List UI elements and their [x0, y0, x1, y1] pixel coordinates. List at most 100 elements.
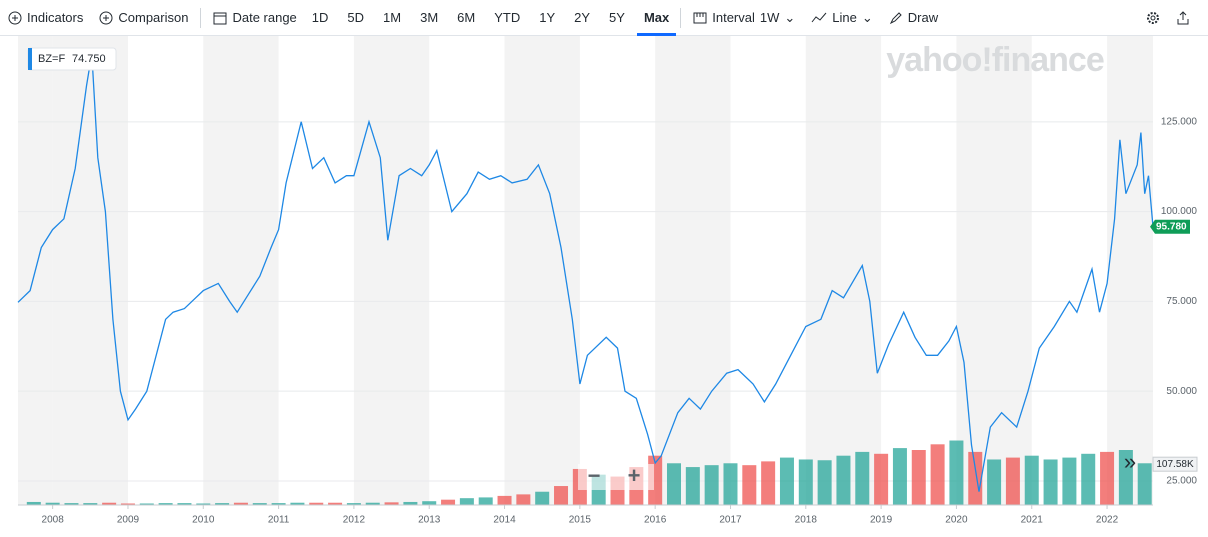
volume-bar [742, 465, 757, 505]
x-tick-label: 2015 [569, 515, 592, 526]
label: Indicators [27, 10, 84, 25]
volume-bar [949, 440, 964, 505]
year-band [504, 36, 580, 505]
x-tick-label: 2017 [719, 515, 742, 526]
label: Date range [232, 10, 297, 25]
date-range-button[interactable]: Date range [205, 0, 304, 36]
zoom-out[interactable]: − [588, 463, 601, 488]
volume-bar [817, 460, 832, 505]
zoom-in[interactable]: + [628, 463, 641, 488]
volume-bar [761, 461, 776, 505]
volume-bar [1005, 457, 1020, 505]
chart: 2008 2009 2010 2011 2012 2013 2014 2015 2016 2017… [17, 36, 1198, 526]
scroll-right[interactable]: » [1124, 449, 1136, 474]
volume-bar [403, 501, 418, 505]
x-tick-label: 2020 [945, 515, 968, 526]
volume-bar [535, 491, 550, 505]
x-tick-label: 2010 [192, 515, 215, 526]
label: Comparison [118, 10, 189, 25]
volume-bar [779, 457, 794, 505]
last-price-badge [1150, 219, 1190, 234]
volume-bar [233, 502, 248, 505]
legend-value: 74.750 [72, 53, 106, 65]
volume-bar [1043, 459, 1058, 505]
volume-bar [892, 448, 907, 505]
year-band [655, 36, 731, 505]
settings-button[interactable] [1138, 0, 1168, 36]
year-band [956, 36, 1032, 505]
range-group: 1D 5D 1M 3M 6M YTD 1Y 2Y 5Y Max [305, 0, 677, 36]
legend: BZ=F 74.750 [27, 47, 117, 71]
volume-bar [26, 501, 41, 505]
range-button[interactable]: 2Y [574, 10, 591, 25]
volume-bar [309, 502, 324, 505]
volume-bar [911, 450, 926, 505]
volume-bar [120, 503, 135, 505]
volume-bar [497, 495, 512, 505]
volume-bar [1024, 455, 1039, 505]
price-line [17, 53, 1154, 492]
y-tick-label: 25.000 [1166, 476, 1197, 487]
range-button[interactable]: 1M [383, 10, 402, 25]
year-band [353, 36, 430, 505]
volume-bar [365, 502, 380, 505]
volume-bar [1081, 453, 1096, 505]
volume-bar [422, 501, 437, 505]
x-tick-label: 2016 [644, 515, 667, 526]
volume-bar [987, 459, 1002, 505]
y-tick-label: 125.000 [1161, 116, 1198, 127]
range-button[interactable]: 1D [311, 10, 329, 25]
y-tick-label: 100.000 [1161, 206, 1198, 217]
range-button[interactable]: 5D [347, 10, 365, 25]
range-button[interactable]: Max [636, 0, 677, 36]
x-tick-label: 2014 [493, 515, 516, 526]
volume-bar [459, 498, 474, 505]
volume-bar [1062, 457, 1077, 505]
volume-bar [478, 497, 493, 505]
volume-bar [139, 503, 154, 505]
indicators-button[interactable]: Indicators [0, 0, 91, 36]
watermark: yahoo!finance [886, 41, 1104, 79]
volume-bar [685, 467, 700, 505]
x-tick-label: 2013 [418, 515, 441, 526]
volume-bar [666, 463, 681, 505]
x-tick-label: 2019 [870, 515, 893, 526]
volume-bar [196, 503, 211, 505]
range-button[interactable]: YTD [494, 10, 521, 25]
volume-bar [836, 455, 851, 505]
volume-bar [441, 499, 456, 505]
year-band [1107, 36, 1153, 505]
volume-bar [1100, 451, 1115, 505]
x-tick-label: 2012 [343, 515, 366, 526]
range-button[interactable]: 5Y [609, 10, 625, 25]
volume-bar [704, 465, 719, 505]
y-tick-label: 75.000 [1166, 296, 1197, 307]
interval-button[interactable]: Interval 1W ⌄ [685, 0, 803, 36]
volume-bar [102, 502, 117, 505]
range-button[interactable]: 6M [457, 10, 476, 25]
zoom-panel [578, 464, 654, 490]
year-band [203, 36, 279, 505]
share-button[interactable] [1168, 0, 1208, 36]
volume-bar [930, 444, 945, 505]
range-button[interactable]: 3M [420, 10, 439, 25]
legend-swatch [28, 48, 32, 70]
volume-bar [177, 503, 192, 505]
x-tick-label: 2022 [1096, 515, 1119, 526]
volume-bar [328, 502, 343, 505]
volume-bar [874, 453, 889, 505]
separator [680, 7, 682, 28]
comparison-button[interactable]: Comparison [91, 0, 196, 36]
volume-bar [384, 502, 399, 505]
x-tick-label: 2021 [1021, 515, 1044, 526]
range-button[interactable]: 1Y [539, 10, 556, 25]
volume-bar [158, 503, 173, 505]
volume-bar [968, 451, 983, 505]
draw-button[interactable]: Draw [881, 0, 946, 36]
volume-bar [1137, 463, 1152, 505]
line-button[interactable]: Line ⌄ [803, 0, 880, 36]
x-tick-label: 2011 [268, 515, 290, 526]
volume-bar [346, 503, 361, 505]
value: 1W [759, 10, 780, 25]
volume-bar [798, 459, 813, 505]
